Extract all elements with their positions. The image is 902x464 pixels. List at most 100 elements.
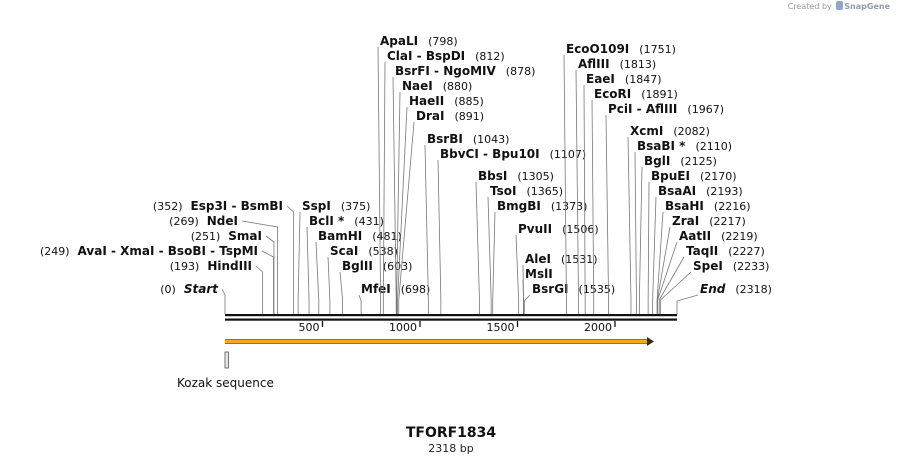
site-name: DraI [416,109,444,123]
site-position: (1891) [641,88,678,101]
orf-arrow[interactable] [225,337,654,346]
kozak-box [224,351,229,369]
site-leader-line [358,294,362,314]
site-afliii[interactable]: AflIII (1813) [575,57,657,314]
site-esp3i[interactable]: Esp3I - BsmBI (352) [153,199,295,314]
site-name: SpeI [693,259,723,273]
site-position: (2170) [700,170,737,183]
site-leader-line [522,279,524,314]
site-name: BbvCI - Bpu10I [440,147,540,161]
site-clai[interactable]: ClaI - BspDI (812) [382,49,505,314]
site-position: (698) [401,283,431,296]
site-name: PciI - AflIII [608,102,677,116]
site-position: (538) [368,245,398,258]
site-leader-line [221,288,226,314]
site-position: (2110) [695,140,732,153]
site-sspi[interactable]: SspI (375) [297,199,370,314]
site-haeii[interactable]: HaeII (885) [397,94,484,314]
site-position: (2216) [714,200,751,213]
site-position: (1967) [687,103,724,116]
site-ecoo109i[interactable]: EcoO109I (1751) [563,42,676,314]
site-position: (1751) [639,43,676,56]
site-name: AatII [679,229,711,243]
site-pvuii[interactable]: PvuII (1506) [515,222,599,314]
site-name: HaeII [409,94,444,108]
site-leader-line [676,294,699,314]
site-bsrbi[interactable]: BsrBI (1043) [424,132,509,314]
site-leader-line [241,220,278,314]
site-leader-line [634,151,637,314]
site-tsoi[interactable]: TsoI (1365) [487,184,563,314]
site-aatii[interactable]: AatII (2219) [657,229,758,314]
site-name: ClaI - BspDI [387,49,465,63]
site-scai[interactable]: ScaI (538) [327,244,398,314]
site-position: (812) [475,50,505,63]
orf-arrow-body [225,339,648,344]
site-position: (193) [170,260,200,273]
site-end[interactable]: End (2318) [676,282,772,314]
backbone-top-strand [225,314,677,317]
site-name: EaeI [586,72,615,86]
site-bgli[interactable]: BglI (2125) [638,154,717,314]
site-position: (1305) [517,170,554,183]
site-bpuei[interactable]: BpuEI (2170) [647,169,737,314]
site-msli[interactable]: MslI [522,267,553,314]
kozak-label: Kozak sequence [177,376,274,390]
site-ndei[interactable]: NdeI (269) [169,214,278,314]
site-leader-line [327,256,331,314]
site-position: (2219) [721,230,758,243]
site-bsabi[interactable]: BsaBI * (2110) [634,139,732,314]
site-leader-line [286,205,295,314]
site-leader-line [315,241,320,314]
site-position: (880) [443,80,473,93]
site-bglii[interactable]: BglII (603) [339,259,412,314]
site-position: (1107) [550,148,587,161]
site-position: (798) [428,35,458,48]
site-position: (2217) [709,215,746,228]
site-smai[interactable]: SmaI (251) [191,229,275,314]
site-ecori[interactable]: EcoRI (1891) [591,87,678,314]
restriction-sites: Start(0)HindIII(193)AvaI - XmaI - BsoBI … [40,34,772,314]
site-position: (1813) [620,58,657,71]
axis-tick-label: 1500 [486,321,514,334]
site-leader-line [658,256,685,314]
site-name: BsaBI * [637,139,686,153]
site-xcmi[interactable]: XcmI (2082) [627,124,710,314]
site-leader-line [392,76,397,314]
site-avai[interactable]: AvaI - XmaI - BsoBI - TspMI (249) [40,244,274,314]
site-name: AflIII [578,57,610,71]
kozak-feature[interactable]: Kozak sequence [177,351,274,390]
site-leader-line [563,54,567,314]
plasmid-name: TFORF1834 [405,425,497,441]
site-position: (891) [454,110,484,123]
site-mfei[interactable]: MfeI (698) [358,282,431,314]
site-bmgbi[interactable]: BmgBI (1373) [492,199,588,314]
site-name: BsrBI [427,132,463,146]
site-naei[interactable]: NaeI (880) [396,79,473,314]
site-name: Esp3I - BsmBI [191,199,283,213]
site-hindiii[interactable]: HindIII (193) [170,259,264,314]
credit-brand: SnapGene [844,2,890,11]
site-leader-line [255,265,264,314]
site-position: (2193) [706,185,743,198]
site-start[interactable]: Start (0) [160,282,226,314]
site-apali[interactable]: ApaLI (798) [377,34,458,314]
site-leader-line [382,61,386,314]
site-leader-line [398,121,415,314]
site-name: AleI [525,252,551,266]
site-name: BclI * [309,214,345,228]
site-name: BsrGI [532,282,569,296]
axis-tick-label: 1000 [389,321,417,334]
site-drai[interactable]: DraI (891) [398,109,484,314]
site-position: (2082) [673,125,710,138]
site-bbsi[interactable]: BbsI (1305) [475,169,554,314]
site-name: MslI [525,267,553,281]
site-pcii[interactable]: PciI - AflIII (1967) [605,102,724,314]
site-position: (2125) [680,155,717,168]
site-bcli[interactable]: BclI * (431) [306,214,384,314]
site-bsrgi[interactable]: BsrGI (1535) [523,282,615,314]
site-bsaai[interactable]: BsaAI (2193) [652,184,743,314]
site-spei[interactable]: SpeI (2233) [660,259,769,314]
site-taqii[interactable]: TaqII (2227) [658,244,765,314]
site-eaei[interactable]: EaeI (1847) [583,72,661,314]
